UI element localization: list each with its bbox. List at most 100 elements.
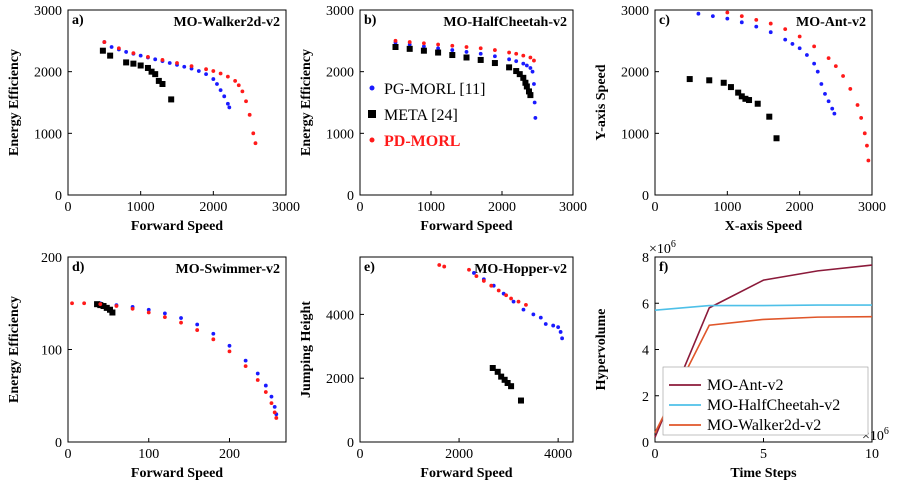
data-point [269,394,274,399]
y-tick-label: 200 [41,251,62,266]
panel-title: MO-Ant-v2 [796,15,866,30]
data-point [481,279,486,283]
data-point [725,16,730,21]
data-point [103,304,110,311]
panel-c: 0 1000 2000 3000 0 1000 2000 3000 X-axis Speed Y-… [594,4,886,234]
data-point [255,371,260,376]
data-point [735,89,742,96]
data-point [686,76,693,83]
x-tick-label: 0 [652,200,659,215]
data-point [225,74,230,79]
series-line-mo-halfcheetah-v2 [654,304,872,311]
legend-box [662,366,869,436]
data-point [501,376,508,383]
y-axis-label: Hypervolume [594,309,609,391]
data-point [109,309,116,316]
panel-a: 0 1000 2000 3000 0 1000 2000 3000 Forward Speed E… [7,4,300,234]
data-point [99,47,106,54]
data-point [272,410,277,415]
data-point [211,337,216,342]
data-point [739,20,744,25]
x-tick-label: 10 [865,447,879,462]
data-point [768,30,773,35]
data-point [82,301,87,306]
data-point [243,358,248,363]
panel-title: MO-HalfCheetah-v2 [443,15,567,30]
data-point [162,315,167,320]
y-tick-label: 0 [55,189,62,204]
data-point [523,83,530,90]
data-point [123,59,130,66]
x-tick-label: 0 [65,200,72,215]
data-point [463,54,470,61]
data-point [742,95,749,102]
x-tick-label: 0 [65,447,72,462]
legend-label: META [24] [384,107,458,124]
series-line-mo-walker2d-v2 [654,315,873,434]
data-point [138,53,143,58]
plot-frame [67,256,287,443]
panel-label: f) [659,260,669,275]
plot-frame [67,9,287,196]
panel-f: 0 5 10 0 2 4 6 8 Time Steps Hypervolume f) ×106 ×106… [594,239,889,481]
x-tick-label: 100 [138,447,159,462]
x-tick-label: 200 [219,447,240,462]
series-pg-morl-11- [102,40,232,110]
data-point [179,316,183,320]
data-point [274,416,279,420]
data-point [450,48,455,52]
y-tick-label: 4000 [326,308,354,323]
data-point [478,51,483,56]
series-meta-24- [392,44,534,99]
series-pg-morl-11- [696,11,837,116]
data-point [162,311,167,316]
data-point [449,52,456,59]
legend-marker [369,137,375,143]
data-point [168,96,175,103]
y-axis-label: Energy Efficiency [299,49,314,156]
data-point [862,131,867,136]
data-point [167,61,172,65]
data-point [696,11,701,16]
data-point [560,336,565,341]
data-point [131,51,136,56]
data-point [514,51,519,56]
data-point [159,81,166,87]
x-tick-label: 4000 [544,447,572,462]
data-point [478,46,483,51]
plot-frame [654,9,873,196]
y-tick-label: 3000 [326,4,354,19]
y-tick-label: 1000 [34,127,62,142]
series-pg-morl-11- [472,271,565,341]
data-point [532,82,536,86]
data-point [832,111,837,116]
x-axis-label: X-axis Speed [725,219,803,234]
data-point [152,71,159,78]
legend-label: PD-MORL [384,133,460,150]
data-point [442,264,447,269]
x-axis-label: Time Steps [730,466,797,481]
x-tick-label: 1000 [127,200,155,215]
legend-label: MO-Walker2d-v2 [707,417,821,434]
data-point [107,52,114,59]
data-point [823,91,827,96]
data-point [474,274,479,279]
data-point [491,60,498,67]
data-point [514,59,519,64]
series-meta-24- [99,47,175,103]
y-axis-label: Energy Efficiency [7,49,22,156]
y-axis-label: Jumping Height [299,301,314,398]
series-pd-morl [102,40,258,146]
data-point [509,296,513,301]
data-point [247,112,252,117]
data-point [98,302,103,307]
data-point [833,64,838,69]
y-tick-label: 2000 [34,66,62,81]
y-tick-label: 0 [347,189,354,204]
panel-label: c) [659,13,670,28]
data-point [528,66,533,70]
data-point [494,368,501,375]
data-point [498,373,505,380]
data-point [406,45,413,52]
legend-label: MO-HalfCheetah-v2 [707,397,840,414]
